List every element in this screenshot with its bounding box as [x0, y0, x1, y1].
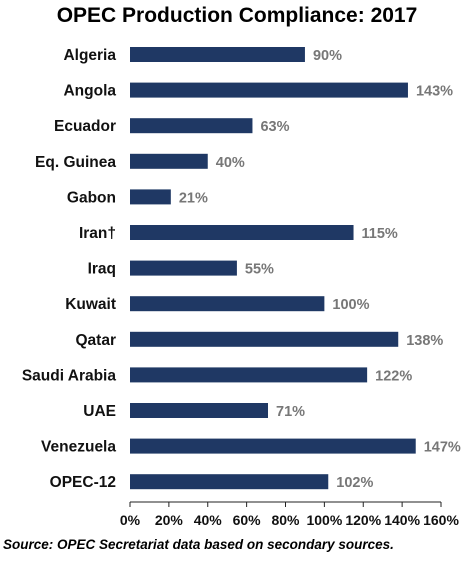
category-label-venezuela: Venezuela [41, 439, 116, 456]
category-label-uae: UAE [83, 403, 116, 420]
category-labels: Algeria Angola Ecuador Eq. Guinea Gabon Iran†… [22, 47, 117, 491]
category-label-algeria: Algeria [63, 47, 116, 64]
value-label-kuwait: 100% [332, 297, 369, 313]
value-label-angola: 143% [416, 84, 453, 100]
value-label-qatar: 138% [406, 333, 443, 349]
x-tick-label: 0% [120, 512, 141, 528]
bar-gabon [130, 189, 171, 205]
category-label-iran: Iran† [79, 225, 116, 242]
category-label-saudi-arabia: Saudi Arabia [22, 367, 117, 384]
x-tick-label: 100% [306, 512, 342, 528]
category-label-kuwait: Kuwait [65, 296, 116, 313]
category-label-angola: Angola [63, 83, 116, 100]
value-label-venezuela: 147% [424, 440, 461, 456]
value-label-gabon: 21% [179, 190, 208, 206]
x-tick-label: 160% [423, 512, 459, 528]
x-axis-ticks: 0% 20% 40% 60% 80% 100% 120% 140% 160% [120, 502, 459, 528]
category-label-gabon: Gabon [67, 189, 116, 206]
value-label-eq-guinea: 40% [216, 155, 245, 171]
bar-saudi-arabia [130, 367, 368, 383]
x-tick-label: 80% [271, 512, 300, 528]
bar-venezuela [130, 438, 416, 454]
x-tick-label: 60% [233, 512, 262, 528]
value-label-algeria: 90% [313, 48, 342, 64]
category-label-ecuador: Ecuador [54, 118, 116, 135]
bar-kuwait [130, 296, 325, 312]
category-label-eq-guinea: Eq. Guinea [35, 154, 116, 171]
x-tick-label: 40% [194, 512, 223, 528]
value-label-iraq: 55% [245, 262, 274, 278]
bar-angola [130, 82, 408, 98]
bar-opec-12 [130, 474, 329, 490]
category-label-opec-12: OPEC-12 [50, 474, 116, 491]
x-tick-label: 140% [384, 512, 420, 528]
value-label-ecuador: 63% [260, 119, 289, 135]
x-tick-label: 120% [345, 512, 381, 528]
bar-iran [130, 225, 354, 240]
bar-ecuador [130, 118, 253, 134]
category-label-iraq: Iraq [88, 261, 116, 278]
category-label-qatar: Qatar [76, 332, 117, 349]
bar-iraq [130, 260, 237, 276]
value-labels: 90% 143% 63% 40% 21% 115% 55% 100% 138% 122% 71% 14… [179, 48, 461, 491]
bars-group [130, 47, 416, 490]
bar-algeria [130, 47, 305, 62]
bar-eq-guinea [130, 153, 208, 169]
bar-uae [130, 403, 269, 418]
bar-qatar [130, 331, 399, 347]
value-label-opec-12: 102% [336, 475, 373, 491]
value-label-saudi-arabia: 122% [375, 368, 412, 384]
chart-title: OPEC Production Compliance: 2017 [56, 4, 418, 27]
x-tick-label: 20% [155, 512, 184, 528]
value-label-iran: 115% [362, 226, 398, 242]
source-note: Source: OPEC Secretariat data based on s… [3, 537, 394, 552]
value-label-uae: 71% [276, 404, 305, 420]
